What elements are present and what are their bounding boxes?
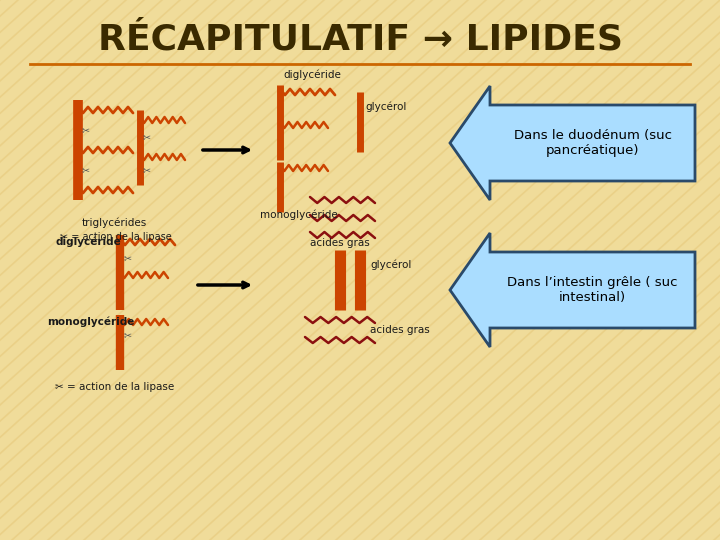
Text: monoglycéride: monoglycéride xyxy=(47,316,135,327)
Text: acides gras: acides gras xyxy=(310,238,370,248)
Text: RÉCAPITULATIF → LIPIDES: RÉCAPITULATIF → LIPIDES xyxy=(97,23,623,57)
Text: glycérol: glycérol xyxy=(365,102,406,112)
Text: ✂: ✂ xyxy=(124,330,132,340)
Text: glycérol: glycérol xyxy=(370,260,411,270)
Text: ✂: ✂ xyxy=(82,125,90,135)
Text: diglycéride: diglycéride xyxy=(55,237,121,247)
Text: triglycérides: triglycérides xyxy=(82,218,148,228)
Text: ✂ = action de la lipase: ✂ = action de la lipase xyxy=(55,382,174,392)
Polygon shape xyxy=(450,86,695,200)
Text: ✂: ✂ xyxy=(82,165,90,175)
Text: diglycéride: diglycéride xyxy=(283,70,341,80)
Text: acides gras: acides gras xyxy=(370,325,430,335)
Polygon shape xyxy=(450,233,695,347)
Text: Dans le duodénum (suc
pancréatique): Dans le duodénum (suc pancréatique) xyxy=(513,129,672,157)
Text: ✂: ✂ xyxy=(143,132,151,142)
Text: monoglycéride: monoglycéride xyxy=(260,210,338,220)
Text: Dans l’intestin grêle ( suc
intestinal): Dans l’intestin grêle ( suc intestinal) xyxy=(508,276,678,304)
Text: ✂ = action de la lipase: ✂ = action de la lipase xyxy=(60,232,172,242)
Text: ✂: ✂ xyxy=(124,253,132,263)
Text: ✂: ✂ xyxy=(143,165,151,175)
